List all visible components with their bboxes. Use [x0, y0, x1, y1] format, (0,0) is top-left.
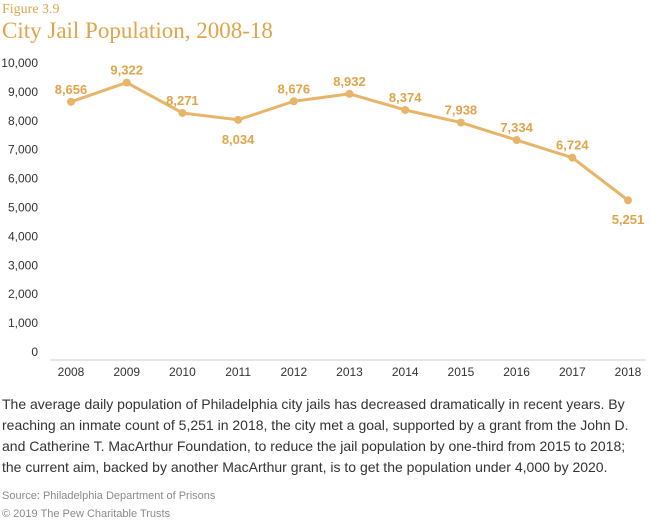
data-label: 8,034: [222, 132, 255, 147]
x-tick-label: 2008: [58, 365, 85, 379]
y-tick-label: 9,000: [8, 85, 38, 99]
data-point: [401, 105, 410, 114]
data-point: [345, 89, 354, 98]
y-tick-label: 3,000: [8, 258, 38, 272]
data-label: 8,656: [55, 82, 88, 97]
y-tick-label: 1,000: [8, 316, 38, 330]
x-tick-label: 2011: [225, 365, 251, 379]
series-line: [70, 81, 629, 202]
x-tick-label: 2012: [280, 365, 307, 379]
y-tick-label: 7,000: [8, 143, 38, 157]
data-point: [456, 118, 465, 127]
x-tick-label: 2009: [113, 365, 140, 379]
x-tick-label: 2016: [503, 365, 530, 379]
x-tick-label: 2018: [615, 365, 642, 379]
y-tick-label: 4,000: [8, 229, 38, 243]
y-tick-label: 10,000: [1, 56, 38, 70]
data-label: 8,271: [166, 93, 199, 108]
data-point: [178, 108, 187, 117]
data-point: [512, 136, 521, 145]
data-point: [234, 115, 243, 124]
data-point: [624, 196, 632, 205]
data-label: 7,334: [500, 120, 533, 135]
data-points: [67, 78, 632, 205]
y-tick-label: 2,000: [8, 287, 38, 301]
chart-caption: The average daily population of Philadel…: [2, 396, 629, 475]
data-label: 9,322: [110, 63, 143, 78]
data-label: 8,676: [278, 81, 311, 96]
data-point: [67, 97, 75, 106]
x-axis: 2008 2009 2010 2011 2012 2013 2014 2015 2016 2017…: [58, 365, 642, 379]
data-label: 8,374: [389, 90, 422, 105]
x-tick-label: 2015: [448, 365, 475, 379]
x-tick-label: 2013: [336, 365, 363, 379]
y-tick-label: 6,000: [8, 172, 38, 186]
x-tick-label: 2017: [559, 365, 586, 379]
copyright-note: © 2019 The Pew Charitable Trusts: [2, 508, 171, 520]
data-point: [122, 78, 131, 87]
data-labels: 8,656 9,322 8,271 8,034 8,676 8,932 8,374 7,938…: [55, 63, 645, 228]
data-point: [568, 153, 577, 162]
data-label: 7,938: [445, 103, 478, 118]
figure-label: Figure 3.9: [2, 2, 60, 17]
source-note: Source: Philadelphia Department of Priso…: [2, 490, 216, 502]
data-label: 6,724: [556, 138, 589, 153]
y-tick-label: 5,000: [8, 201, 38, 215]
line-chart: 0 1,000 2,000 3,000 4,000 5,000 6,000 7,000 8,00…: [1, 56, 646, 379]
data-point: [289, 97, 298, 106]
chart-title: City Jail Population, 2008-18: [2, 18, 273, 43]
y-axis: 0 1,000 2,000 3,000 4,000 5,000 6,000 7,000 8,00…: [1, 56, 38, 359]
data-label: 5,251: [612, 212, 645, 227]
y-tick-label: 8,000: [8, 114, 38, 128]
data-label: 8,932: [333, 74, 366, 89]
x-tick-label: 2014: [392, 365, 419, 379]
y-tick-label: 0: [31, 345, 38, 359]
x-tick-label: 2010: [169, 365, 196, 379]
